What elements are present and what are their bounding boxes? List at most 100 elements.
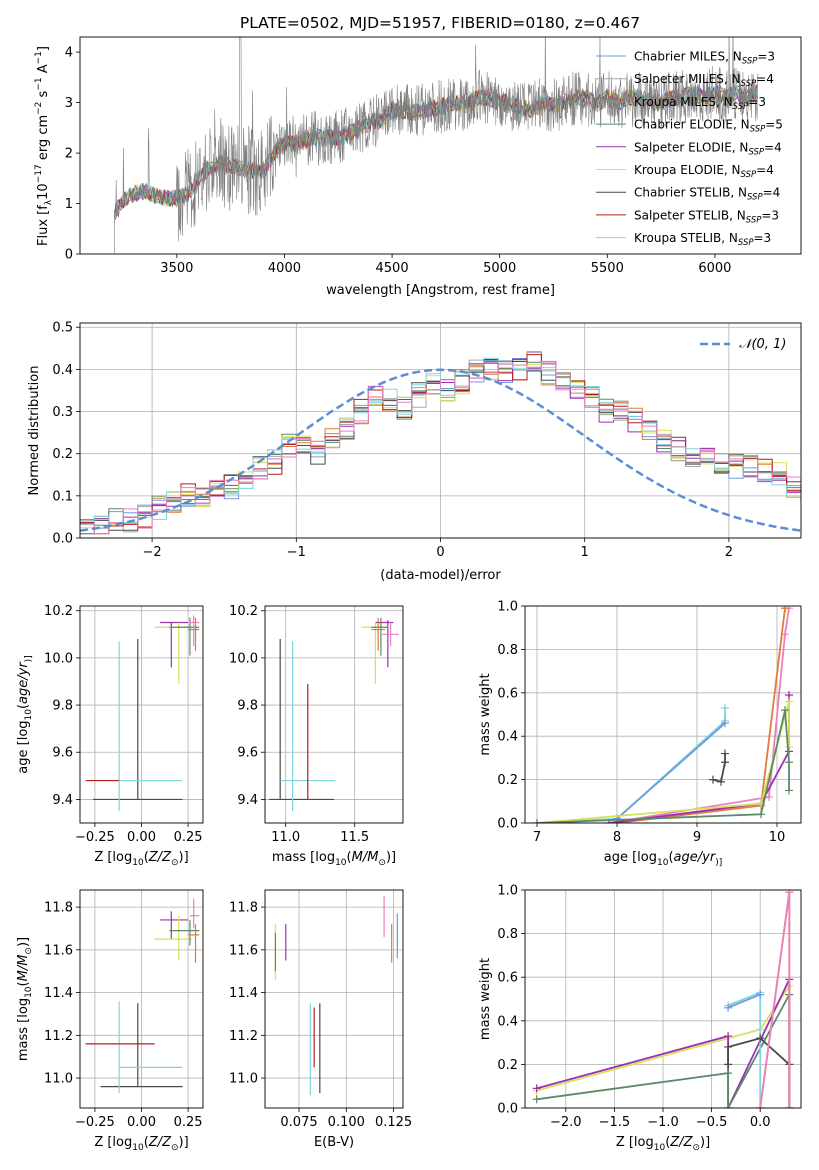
y-tick-label: 0.0 [52, 532, 73, 547]
x-axis-label: E(B-V) [314, 1135, 354, 1150]
plus-marker [709, 775, 717, 784]
x-axis-label: Z [log10(Z/Z⊙)] [94, 1135, 188, 1153]
plus-marker [756, 1104, 765, 1108]
mass-weight-line [759, 892, 791, 1108]
legend-entry: Kroupa MILES, NSSP=3 [634, 95, 766, 112]
label-part: ( [665, 1135, 670, 1150]
y-tick-label: 9.4 [52, 793, 73, 808]
label-part: )] [179, 1135, 189, 1150]
x-tick-label: 0.25 [174, 830, 203, 845]
plus-marker [724, 1032, 733, 1041]
legend-tail: =3 [754, 231, 772, 245]
y-tick-label: 11.0 [44, 1072, 73, 1087]
legend-label: Chabrier ELODIE, N [634, 118, 750, 132]
legend-entry: Salpeter STELIB, NSSP=3 [634, 208, 779, 225]
plot-area [533, 606, 793, 823]
plot-area [274, 896, 398, 1096]
x-tick-label: 0 [436, 545, 444, 560]
y-tick-label: 0.4 [497, 1014, 518, 1029]
y-axis-label: mass weight [478, 958, 493, 1040]
label-part: ⊙ [692, 1143, 700, 1153]
residual-histogram [80, 359, 801, 529]
label-part: Flux [f [36, 205, 51, 246]
x-tick-label: 9 [693, 830, 701, 845]
plus-marker [756, 1034, 765, 1043]
legend-label: Chabrier MILES, N [634, 50, 742, 64]
legend-tail: =3 [761, 208, 779, 222]
plus-marker [781, 606, 789, 613]
legend-label: Kroupa MILES, N [634, 95, 733, 109]
label-part: age [log [16, 720, 31, 773]
x-tick-label: −1.5 [599, 1115, 631, 1130]
axes-frame [264, 605, 404, 824]
plus-marker [756, 990, 765, 999]
label-part: erg cm [36, 115, 51, 164]
label-part: 10 [36, 183, 51, 200]
y-tick-label: 11.2 [229, 1029, 258, 1044]
label-part: ( [144, 850, 149, 865]
y-tick-label: 0.8 [497, 643, 518, 658]
label-part: 10 [132, 1143, 144, 1153]
y-tick-label: 0.3 [52, 405, 73, 420]
legend-sub: SSP [738, 238, 754, 248]
label-part: Z/Z [148, 850, 172, 865]
plus-marker [757, 810, 765, 819]
label-part: ( [144, 1135, 149, 1150]
x-axis-label: age [log10(age/yr)] [604, 850, 722, 868]
y-axis-label: Flux [fλ10−17 erg cm−2 s−1 A−1] [34, 46, 54, 246]
label-part: Z/Z [669, 1135, 693, 1150]
y-tick-label: 2 [65, 147, 73, 162]
plus-marker [724, 1069, 733, 1078]
axes-age_vs_mass: 11.0 11.5 9.4 9.6 9.8 10.0 10.2 mass [log10(M/M… [229, 604, 404, 868]
x-axis-label: mass [log10(M/M⊙)] [272, 850, 396, 868]
axes-frame [79, 36, 802, 255]
y-tick-label: 0.5 [52, 321, 73, 336]
x-tick-label: 10 [769, 830, 786, 845]
residual-histogram [80, 358, 801, 524]
label-part: )] [16, 937, 31, 947]
x-axis-label: Z [log10(Z/Z⊙)] [616, 1135, 710, 1153]
legend-label: Kroupa STELIB, N [634, 231, 738, 245]
axes-frame [264, 889, 404, 1109]
label-part: age/yr [16, 661, 31, 704]
legend-sub: SSP [748, 147, 764, 157]
plus-marker [532, 1084, 541, 1093]
x-tick-label: 0.125 [375, 1115, 412, 1130]
mass-weight-line [712, 753, 726, 783]
y-tick-label: 10.2 [229, 604, 258, 619]
plus-marker [721, 758, 729, 767]
legend-entry: Chabrier MILES, NSSP=3 [634, 50, 775, 67]
label-part: 10 [24, 709, 34, 721]
axes-frame [79, 322, 802, 539]
label-part: ( [668, 850, 673, 865]
y-axis-label: mass [log10(M/M⊙)] [16, 937, 34, 1061]
y-tick-label: 0.0 [497, 817, 518, 832]
x-tick-label: −2 [143, 545, 162, 560]
x-tick-label: 0.0 [750, 1115, 771, 1130]
label-part: )] [700, 1135, 710, 1150]
y-tick-label: 9.6 [52, 746, 73, 761]
label-part: age [log [604, 850, 657, 865]
normal-curve [80, 368, 801, 532]
axes-frame [79, 889, 204, 1109]
label-part: −1 [34, 51, 44, 64]
x-tick-label: 3500 [160, 261, 193, 276]
x-tick-label: 11.0 [271, 830, 300, 845]
gauss-legend-label: 𝒩(0, 1) [739, 337, 786, 352]
x-tick-label: −1.0 [647, 1115, 679, 1130]
plus-marker [533, 819, 541, 823]
label-part: age/yr [674, 850, 717, 865]
label-part: 10 [24, 986, 34, 998]
residual-histogram [80, 359, 801, 535]
legend-tail: =5 [765, 118, 783, 132]
label-part: 10 [335, 858, 347, 868]
plot-area [85, 898, 200, 1094]
y-tick-label: 0.2 [497, 1058, 518, 1073]
x-tick-label: 7 [533, 830, 541, 845]
label-part: ⊙ [171, 858, 179, 868]
legend-sub: SSP [741, 79, 757, 89]
y-tick-label: 11.0 [229, 1072, 258, 1087]
